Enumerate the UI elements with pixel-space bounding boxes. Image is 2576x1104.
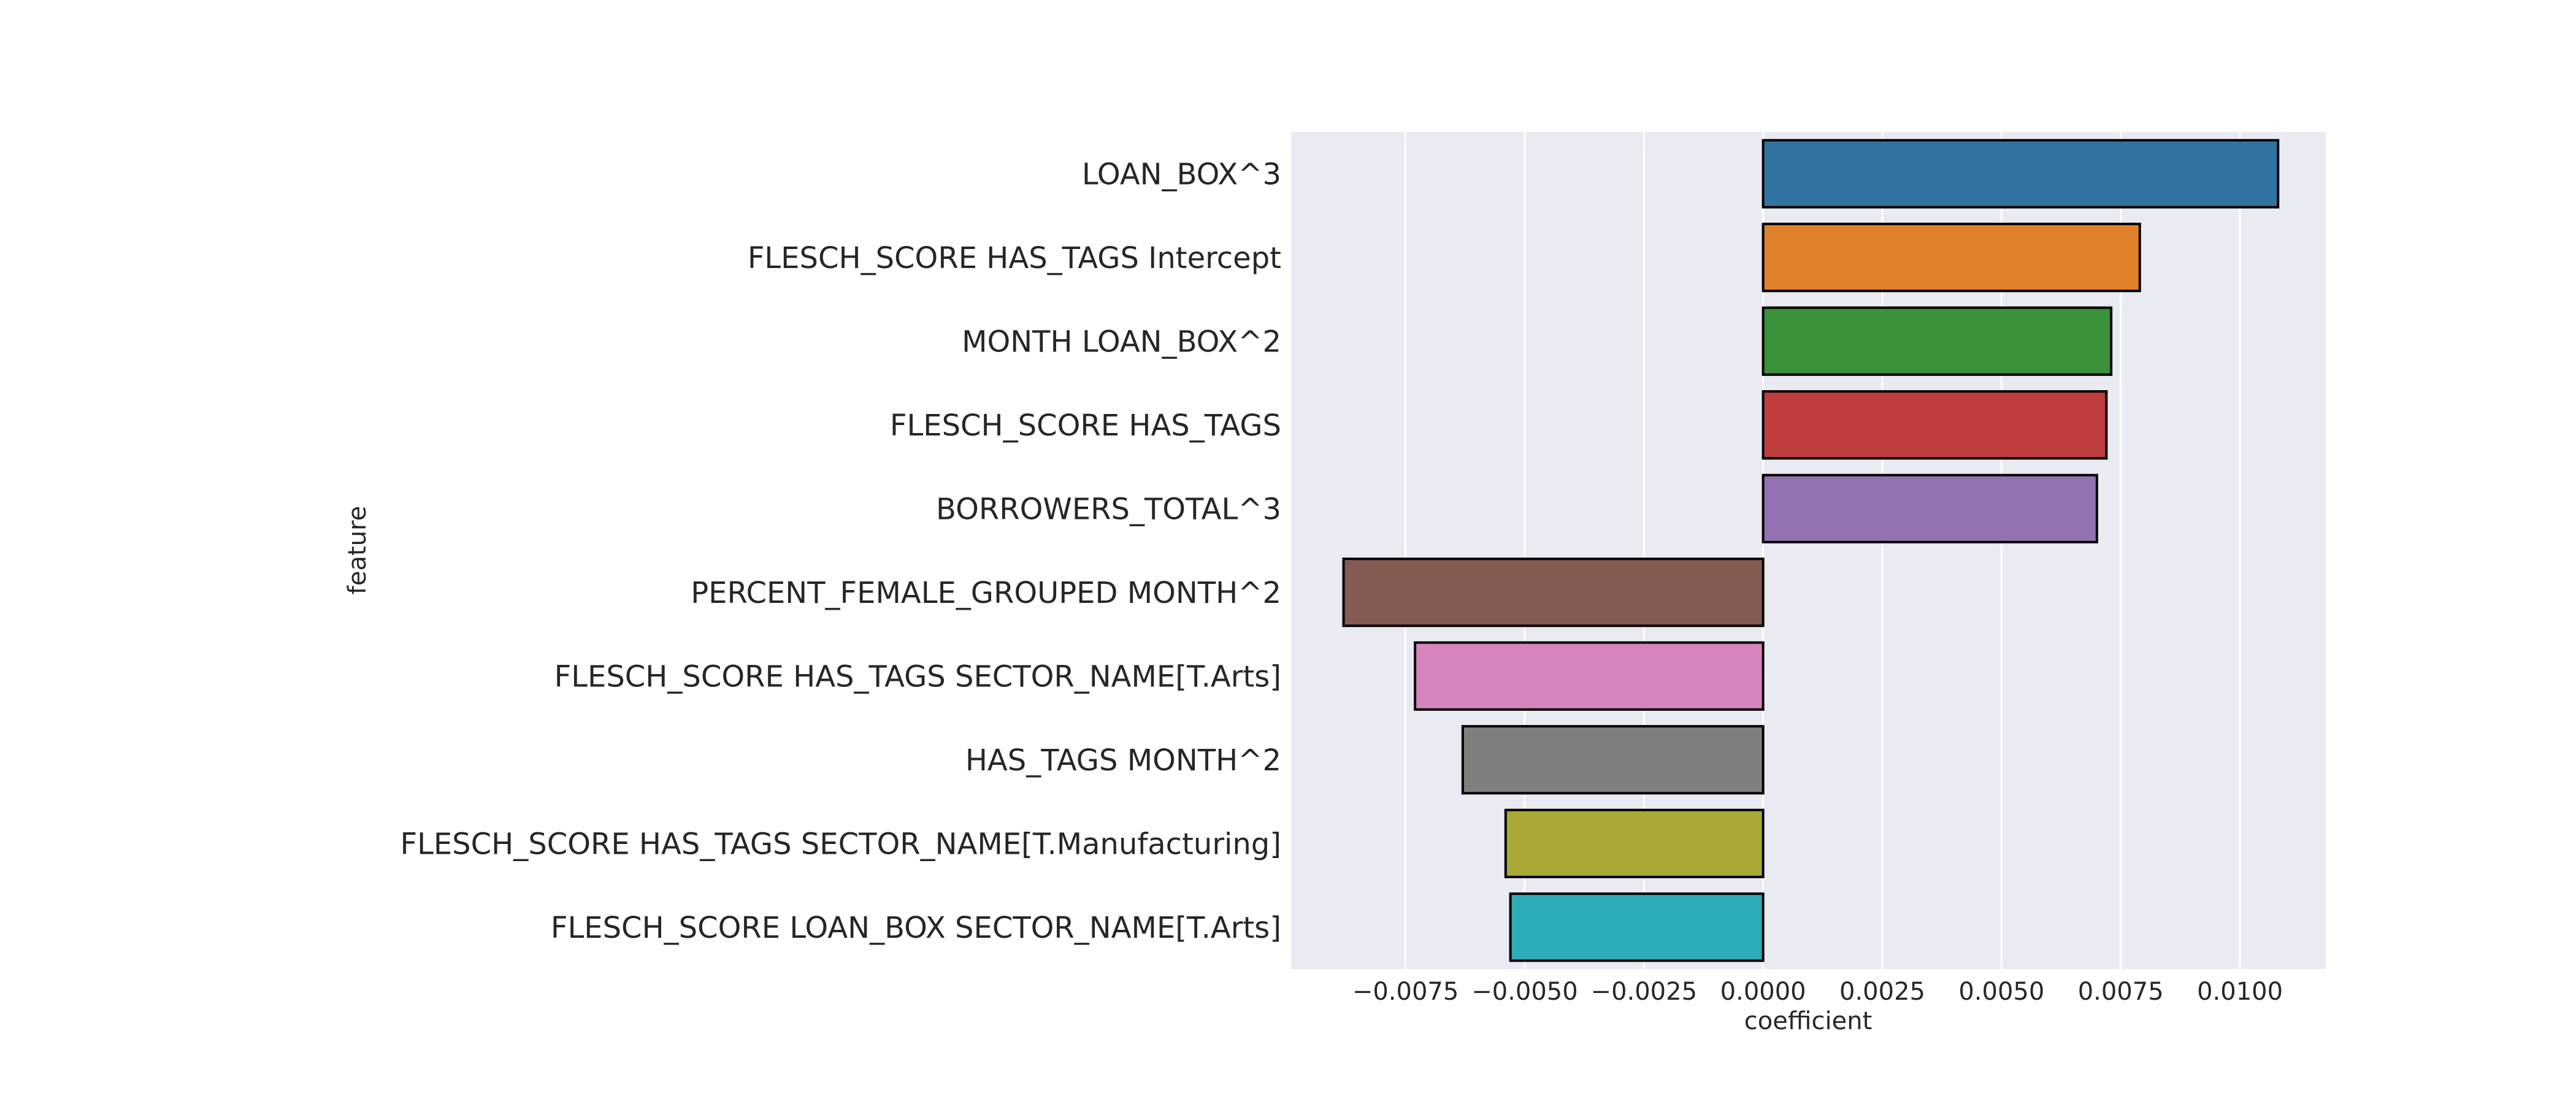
x-tick-label: −0.0050 bbox=[1471, 978, 1577, 1006]
category-label: HAS_TAGS MONTH^2 bbox=[965, 743, 1281, 778]
category-label: FLESCH_SCORE HAS_TAGS SECTOR_NAME[T.Manu… bbox=[400, 827, 1281, 861]
x-axis-label: coefficient bbox=[1744, 1007, 1873, 1035]
bar bbox=[1761, 223, 2141, 293]
bar bbox=[1414, 641, 1765, 711]
x-tick-labels: −0.0075 −0.0050 −0.0025 0.0000 0.0025 0.0050 0… bbox=[1352, 978, 2283, 1006]
x-tick-label: −0.0025 bbox=[1591, 978, 1697, 1006]
x-tick-label: 0.0075 bbox=[2078, 978, 2164, 1006]
category-label: BORROWERS_TOTAL^3 bbox=[936, 492, 1281, 526]
x-tick-label: 0.0000 bbox=[1720, 978, 1806, 1006]
category-label: PERCENT_FEMALE_GROUPED MONTH^2 bbox=[691, 576, 1281, 610]
category-labels: LOAN_BOX^3 FLESCH_SCORE HAS_TAGS Intercep… bbox=[400, 157, 1281, 945]
bar bbox=[1761, 390, 2108, 460]
bar bbox=[1461, 725, 1765, 795]
bars bbox=[1342, 139, 2280, 962]
bar bbox=[1342, 558, 1765, 627]
bar bbox=[1509, 892, 1765, 962]
x-tick-label: 0.0025 bbox=[1839, 978, 1925, 1006]
bar bbox=[1761, 473, 2098, 543]
bar bbox=[1761, 139, 2280, 209]
x-tick-label: 0.0050 bbox=[1958, 978, 2044, 1006]
category-label: FLESCH_SCORE LOAN_BOX SECTOR_NAME[T.Arts… bbox=[551, 911, 1281, 945]
category-label: MONTH LOAN_BOX^2 bbox=[962, 324, 1281, 359]
category-label: FLESCH_SCORE HAS_TAGS SECTOR_NAME[T.Arts… bbox=[554, 659, 1281, 694]
bar bbox=[1761, 306, 2113, 376]
category-label: FLESCH_SCORE HAS_TAGS bbox=[890, 408, 1281, 443]
category-label: LOAN_BOX^3 bbox=[1082, 157, 1281, 191]
x-tick-label: −0.0075 bbox=[1352, 978, 1459, 1006]
bar bbox=[1504, 808, 1765, 878]
x-tick-label: 0.0100 bbox=[2197, 978, 2283, 1006]
category-label: FLESCH_SCORE HAS_TAGS Intercept bbox=[748, 241, 1281, 275]
y-axis-label: feature bbox=[343, 506, 372, 594]
